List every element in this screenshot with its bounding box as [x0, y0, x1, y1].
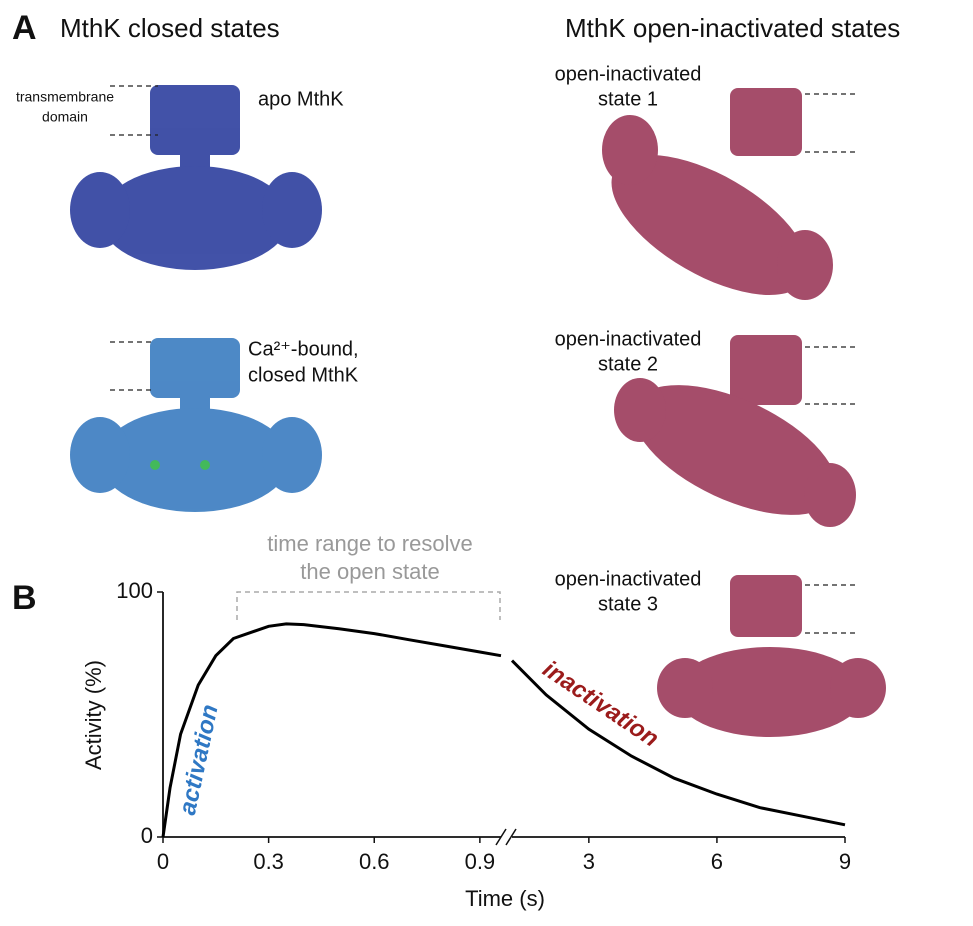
- structure-label: open-inactivated: [555, 63, 702, 85]
- annotation: the open state: [300, 559, 439, 584]
- structure-label: open-inactivated: [555, 328, 702, 350]
- structure-label: state 1: [598, 88, 658, 110]
- y-axis-label: Activity (%): [81, 660, 106, 770]
- panel-label: B: [12, 579, 37, 617]
- x-tick-label: 9: [839, 849, 851, 874]
- x-tick-label: 6: [711, 849, 723, 874]
- tm-label: domain: [42, 109, 88, 125]
- structure-label: apo MthK: [258, 88, 344, 110]
- y-tick-label: 100: [116, 578, 153, 603]
- axis-break: [505, 828, 517, 846]
- structure-ca-bound: [70, 338, 322, 512]
- x-tick-label: 3: [583, 849, 595, 874]
- x-tick-label: 0.6: [359, 849, 390, 874]
- x-tick-label: 0: [157, 849, 169, 874]
- x-axis-label: Time (s): [465, 886, 545, 911]
- annotation: activation: [174, 702, 224, 817]
- panel-title: MthK open-inactivated states: [565, 13, 900, 43]
- panel-title: MthK closed states: [60, 13, 280, 43]
- structure-state-1: [602, 88, 833, 300]
- structure-state-2: [614, 335, 856, 527]
- activity-curve: [510, 659, 846, 827]
- structure-apo: [70, 85, 322, 270]
- structure-state-3: [657, 575, 886, 737]
- tm-label: transmembrane: [16, 89, 114, 105]
- y-tick-label: 0: [141, 823, 153, 848]
- structure-label: Ca²⁺-bound,: [248, 338, 359, 360]
- x-tick-label: 0.9: [465, 849, 496, 874]
- panel-label: A: [12, 9, 37, 47]
- structure-label: state 2: [598, 353, 658, 375]
- x-tick-label: 0.3: [253, 849, 284, 874]
- structure-label: open-inactivated: [555, 568, 702, 590]
- structure-label: closed MthK: [248, 364, 359, 386]
- annotation: time range to resolve: [267, 531, 472, 556]
- range-bracket: [236, 591, 501, 620]
- activity-curve: [161, 622, 502, 838]
- structure-label: state 3: [598, 593, 658, 615]
